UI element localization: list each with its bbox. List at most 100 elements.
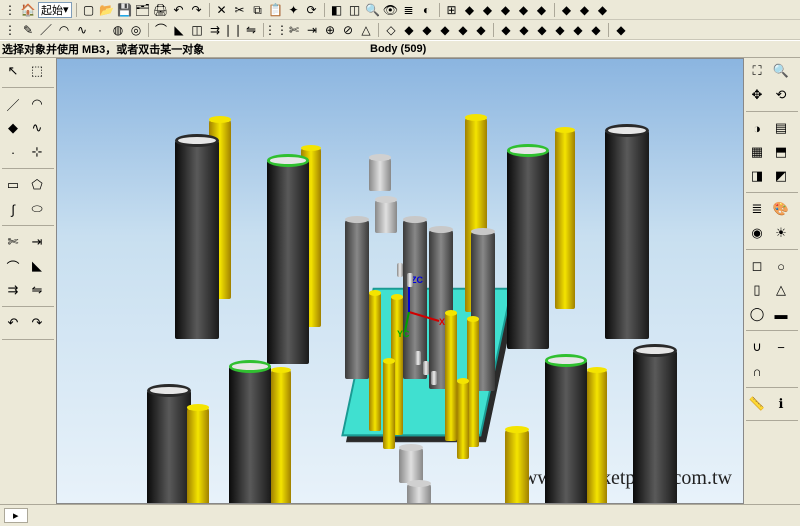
save-button[interactable]: 💾	[117, 2, 133, 18]
hidden-button[interactable]: ▦	[746, 141, 768, 163]
fit-button[interactable]: ⛶	[746, 60, 768, 82]
point-button[interactable]: ·	[2, 141, 24, 163]
chamfer-button[interactable]: ◣	[171, 22, 187, 38]
undo-button[interactable]: ↶	[2, 312, 24, 334]
offset-button[interactable]: ⇉	[2, 279, 24, 301]
info-button[interactable]: ℹ	[770, 393, 792, 415]
front-button[interactable]: ◨	[746, 165, 768, 187]
pattern-button[interactable]: ⋮⋮	[268, 22, 284, 38]
sel5-button[interactable]: ◆	[473, 22, 489, 38]
sel12-button[interactable]: ◆	[613, 22, 629, 38]
print-button[interactable]: 🖨	[153, 2, 169, 18]
point-button[interactable]: ·	[92, 22, 108, 38]
3d-viewport[interactable]: XC YC ZC	[57, 59, 743, 503]
csys-button[interactable]: ✦	[286, 2, 302, 18]
shell-button[interactable]: ◎	[128, 22, 144, 38]
fillet-button[interactable]: ⌒	[153, 22, 169, 38]
wire-button[interactable]: ▤	[770, 117, 792, 139]
iso-button[interactable]: ◩	[770, 165, 792, 187]
curve-button[interactable]: ∫	[2, 198, 24, 220]
bottom-tab[interactable]: ▸	[4, 508, 28, 523]
cube-button[interactable]: ◻	[746, 255, 768, 277]
spline-button[interactable]: ∿	[74, 22, 90, 38]
sel6-button[interactable]: ◆	[498, 22, 514, 38]
start-dropdown[interactable]: 起始 ▾	[38, 2, 72, 18]
sel3-button[interactable]: ◆	[437, 22, 453, 38]
sel10-button[interactable]: ◆	[570, 22, 586, 38]
poly-button[interactable]: ⬠	[26, 174, 48, 196]
undo-button[interactable]: ↶	[171, 2, 187, 18]
ref-button[interactable]: ◇	[383, 22, 399, 38]
sphere-button[interactable]: ○	[770, 255, 792, 277]
sym-button[interactable]: △	[358, 22, 374, 38]
ellipse-button[interactable]: ⬭	[26, 198, 48, 220]
start-button[interactable]: 🏠	[20, 2, 36, 18]
render-button[interactable]: ◐	[419, 2, 435, 18]
measure-button[interactable]: 📏	[746, 393, 768, 415]
merge-button[interactable]: ⊕	[322, 22, 338, 38]
extend-button[interactable]: ⇥	[304, 22, 320, 38]
new-button[interactable]: ▢	[81, 2, 97, 18]
mirror-button[interactable]: ⇋	[243, 22, 259, 38]
extend-button[interactable]: ⇥	[26, 231, 48, 253]
cut-button[interactable]: ✂	[232, 2, 248, 18]
model-button[interactable]: ◧	[329, 2, 345, 18]
sel4-button[interactable]: ◆	[455, 22, 471, 38]
fillet-button[interactable]: ⌒	[2, 255, 24, 277]
circle-button[interactable]: ◆	[2, 117, 24, 139]
mat-button[interactable]: ◉	[746, 222, 768, 244]
thicken-button[interactable]: ❘❘	[225, 22, 241, 38]
cyl-button[interactable]: ▯	[746, 279, 768, 301]
sketch-button[interactable]: ✎	[20, 22, 36, 38]
line-button[interactable]: ／	[38, 22, 54, 38]
subtract-button[interactable]: −	[770, 336, 792, 358]
app4-button[interactable]: ◆	[516, 2, 532, 18]
color-button[interactable]: 🎨	[770, 198, 792, 220]
zoom-button[interactable]: 🔍	[770, 60, 792, 82]
grid-button[interactable]: ⊞	[444, 2, 460, 18]
chamfer-button[interactable]: ◣	[26, 255, 48, 277]
pan-button[interactable]: ✥	[746, 84, 768, 106]
sel1-button[interactable]: ◆	[401, 22, 417, 38]
app2-button[interactable]: ◆	[480, 2, 496, 18]
mirror-button[interactable]: ⇋	[26, 279, 48, 301]
sel7-button[interactable]: ◆	[516, 22, 532, 38]
analyze-button[interactable]: 🔍	[365, 2, 381, 18]
rect-button[interactable]: ▭	[2, 174, 24, 196]
app3-button[interactable]: ◆	[498, 2, 514, 18]
arc-button[interactable]: ◠	[56, 22, 72, 38]
layer-button[interactable]: ≣	[746, 198, 768, 220]
app6-button[interactable]: ◆	[559, 2, 575, 18]
block-button[interactable]: ▬	[770, 303, 792, 325]
vol-button[interactable]: ◍	[110, 22, 126, 38]
top-button[interactable]: ⬒	[770, 141, 792, 163]
window-sel-button[interactable]: ⬚	[26, 60, 48, 82]
union-button[interactable]: ∪	[746, 336, 768, 358]
close-button[interactable]: ✕	[214, 2, 230, 18]
draft-button[interactable]: ◫	[347, 2, 363, 18]
layer-button[interactable]: ≣	[401, 2, 417, 18]
shade-button[interactable]: ◑	[746, 117, 768, 139]
arc-button[interactable]: ◠	[26, 93, 48, 115]
sel11-button[interactable]: ◆	[588, 22, 604, 38]
torus-button[interactable]: ◯	[746, 303, 768, 325]
app1-button[interactable]: ◆	[462, 2, 478, 18]
open-button[interactable]: 📂	[99, 2, 115, 18]
redo-button[interactable]: ↷	[26, 312, 48, 334]
sel8-button[interactable]: ◆	[534, 22, 550, 38]
history-button[interactable]: ⟳	[304, 2, 320, 18]
line-button[interactable]: ／	[2, 93, 24, 115]
app8-button[interactable]: ◆	[595, 2, 611, 18]
axis-button[interactable]: ⊹	[26, 141, 48, 163]
app5-button[interactable]: ◆	[534, 2, 550, 18]
spline-button[interactable]: ∿	[26, 117, 48, 139]
copy-button[interactable]: ⧉	[250, 2, 266, 18]
saveall-button[interactable]: 🗂	[135, 2, 151, 18]
rotate-button[interactable]: ⟲	[770, 84, 792, 106]
trim-button[interactable]: ✄	[2, 231, 24, 253]
cone-button[interactable]: △	[770, 279, 792, 301]
select-button[interactable]: ↖	[2, 60, 24, 82]
intersect-button[interactable]: ∩	[746, 360, 768, 382]
light-button[interactable]: ☀	[770, 222, 792, 244]
offset-button[interactable]: ⇉	[207, 22, 223, 38]
